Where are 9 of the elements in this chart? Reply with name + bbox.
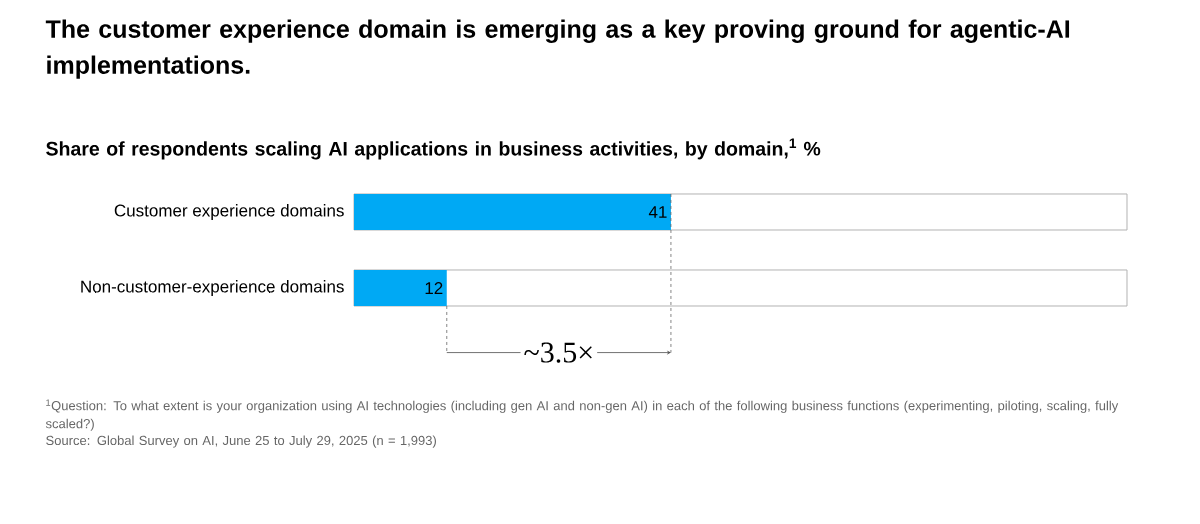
chart-subtitle: Share of respondents scaling AI applications in business activities, by domain,$^{1}$ % [46,138,821,160]
chart-title: The customer experience domain is emerging as a key proving ground for agentic-AI implementations. [45,19,1070,79]
source-note: Source: Global Survey on AI, June 25 to July 29, 2025 (n = 1,993) [46,435,436,448]
annotation: ~3.5× [524,342,592,363]
data-label: 12 [425,282,443,294]
text: $^{1}$Question: To what extent is your organization using AI technologies (including gen AI and non-gen AI) in each of the following business functions (experimenting, piloting, scaling, fully scaled?) [45,399,1119,431]
y-tick-label: Non-customer-experience domains [81,280,344,296]
data-label: 41 [648,206,667,218]
y-tick-label: Customer experience domains [114,204,344,220]
